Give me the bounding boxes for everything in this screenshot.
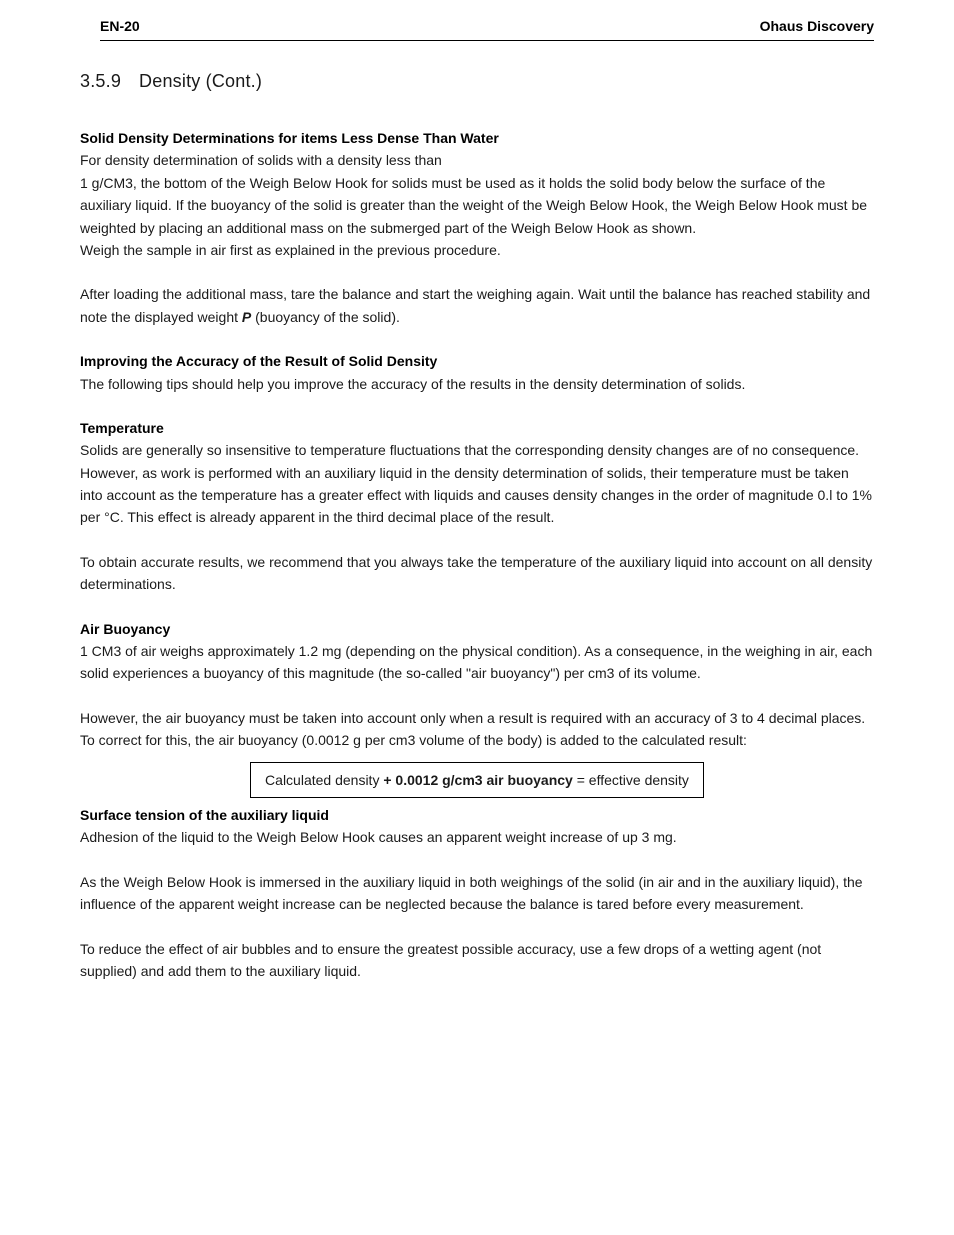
body-text: To obtain accurate results, we recommend… [80, 551, 874, 596]
surface-tension-block-2: As the Weigh Below Hook is immersed in t… [80, 871, 874, 916]
body-text: Adhesion of the liquid to the Weigh Belo… [80, 826, 874, 848]
air-buoyancy-block: Air Buoyancy 1 CM3 of air weighs approxi… [80, 618, 874, 685]
body-text: Solids are generally so insensitive to t… [80, 439, 874, 529]
content-body: Solid Density Determinations for items L… [80, 127, 874, 982]
surface-tension-heading: Surface tension of the auxiliary liquid [80, 804, 874, 826]
formula-text: Calculated density [265, 772, 383, 788]
temperature-heading: Temperature [80, 417, 874, 439]
variable-p: P [242, 309, 251, 325]
header-divider [100, 40, 874, 41]
formula-text: = effective density [573, 772, 689, 788]
solid-density-block: Solid Density Determinations for items L… [80, 127, 874, 261]
section-number: 3.5.9 [80, 71, 121, 91]
section-title: 3.5.9 Density (Cont.) [80, 71, 874, 92]
surface-tension-block: Surface tension of the auxiliary liquid … [80, 804, 874, 849]
body-paragraph: After loading the additional mass, tare … [80, 283, 874, 328]
page: EN-20 Ohaus Discovery 3.5.9 Density (Cont… [0, 0, 954, 982]
body-text: 1 CM3 of air weighs approximately 1.2 mg… [80, 640, 874, 685]
section-name: Density (Cont.) [139, 71, 262, 91]
solid-density-heading: Solid Density Determinations for items L… [80, 127, 874, 149]
body-text: However, the air buoyancy must be taken … [80, 707, 874, 752]
formula-bold: + 0.0012 g/cm3 air buoyancy [383, 772, 573, 788]
body-text: Weigh the sample in air first as explain… [80, 239, 874, 261]
temperature-block: Temperature Solids are generally so inse… [80, 417, 874, 529]
surface-tension-block-3: To reduce the effect of air bubbles and … [80, 938, 874, 983]
improving-block: Improving the Accuracy of the Result of … [80, 350, 874, 395]
air-buoyancy-block-2: However, the air buoyancy must be taken … [80, 707, 874, 752]
body-text: (buoyancy of the solid). [251, 309, 400, 325]
formula-container: Calculated density + 0.0012 g/cm3 air bu… [80, 752, 874, 804]
page-number: EN-20 [100, 18, 140, 34]
body-text: 1 g/CM3, the bottom of the Weigh Below H… [80, 172, 874, 239]
body-text: The following tips should help you impro… [80, 373, 874, 395]
body-text: After loading the additional mass, tare … [80, 286, 870, 324]
formula-box: Calculated density + 0.0012 g/cm3 air bu… [250, 762, 704, 798]
body-text: For density determination of solids with… [80, 149, 874, 171]
page-header: EN-20 Ohaus Discovery [100, 18, 874, 40]
body-text: As the Weigh Below Hook is immersed in t… [80, 871, 874, 916]
document-title: Ohaus Discovery [760, 18, 874, 34]
air-buoyancy-heading: Air Buoyancy [80, 618, 874, 640]
improving-heading: Improving the Accuracy of the Result of … [80, 350, 874, 372]
temperature-block-2: To obtain accurate results, we recommend… [80, 551, 874, 596]
body-text: To reduce the effect of air bubbles and … [80, 938, 874, 983]
